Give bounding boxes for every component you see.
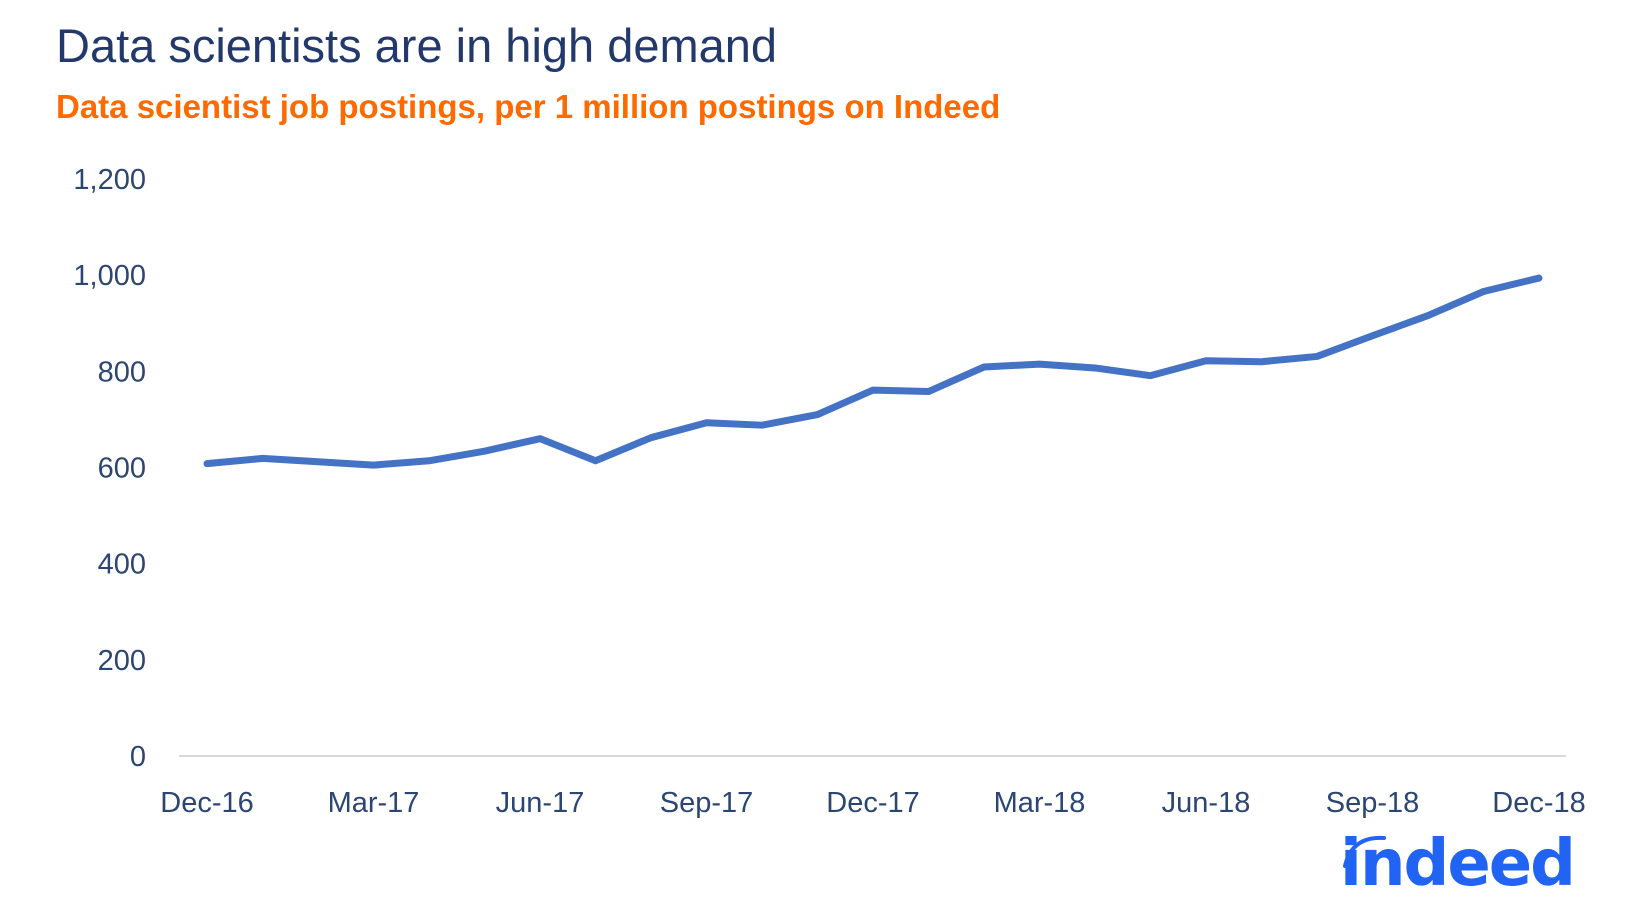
- indeed-logo: indeed: [1340, 832, 1576, 896]
- x-tick-label: Dec-16: [160, 787, 254, 819]
- y-tick-label: 200: [98, 645, 146, 677]
- x-tick-label: Jun-17: [496, 787, 585, 819]
- x-tick-label: Mar-17: [328, 787, 420, 819]
- x-tick-label: Dec-17: [826, 787, 920, 819]
- logo-arc-icon: [1343, 835, 1386, 868]
- y-tick-label: 800: [98, 356, 146, 388]
- chart-title: Data scientists are in high demand: [56, 19, 778, 72]
- series-line: [203, 274, 1543, 469]
- y-tick-label: 1,200: [73, 164, 146, 196]
- x-tick-label: Jun-18: [1162, 787, 1251, 819]
- logo-text: indeed: [1340, 827, 1576, 901]
- chart-subtitle: Data scientist job postings, per 1 milli…: [56, 88, 1001, 125]
- x-tick-label: Dec-18: [1492, 787, 1586, 819]
- x-tick-label: Sep-17: [660, 787, 754, 819]
- x-tick-label: Mar-18: [994, 787, 1086, 819]
- y-tick-label: 400: [98, 549, 146, 581]
- y-tick-label: 0: [130, 741, 146, 773]
- x-tick-label: Sep-18: [1326, 787, 1420, 819]
- y-tick-label: 600: [98, 453, 146, 485]
- y-tick-label: 1,000: [73, 260, 146, 292]
